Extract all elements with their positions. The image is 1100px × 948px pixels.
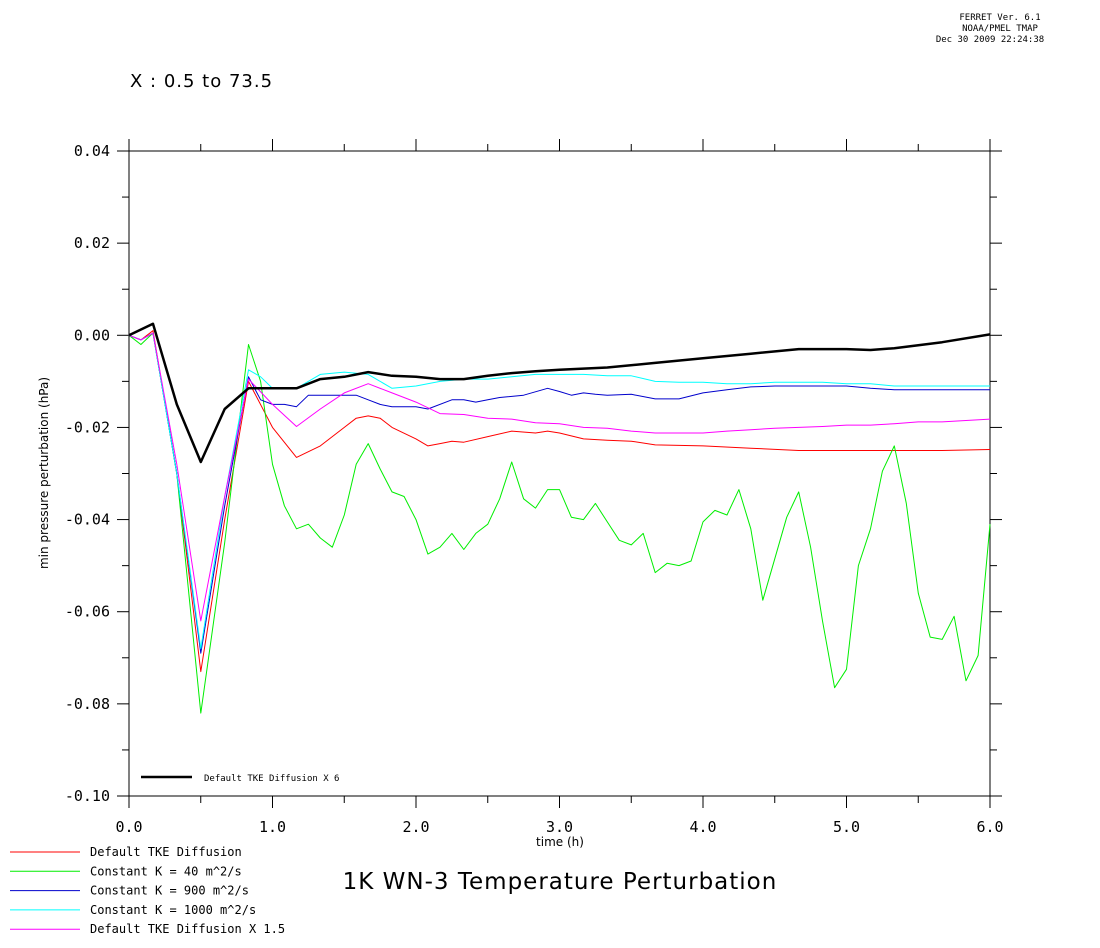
x-tick-label: 2.0 — [402, 818, 429, 836]
y-tick-label: -0.08 — [65, 695, 110, 713]
x-tick-label: 5.0 — [833, 818, 860, 836]
axis-ticks: 0.04 0.02 0.00 -0.02 -0.04 -0.06 -0.08 -0.10 0.0… — [65, 139, 1004, 836]
plot-frame — [128, 150, 991, 797]
x-tick-label: 6.0 — [976, 818, 1003, 836]
y-tick-label: -0.06 — [65, 603, 110, 621]
ferret-version: FERRET Ver. 6.1 — [959, 13, 1040, 23]
y-tick-label: 0.02 — [74, 234, 110, 252]
legend-label: Constant K = 900 m^2/s — [90, 884, 249, 898]
x-tick-label: 1.0 — [259, 818, 286, 836]
series-line-4 — [128, 332, 990, 650]
legend-label: Default TKE Diffusion X 6 — [204, 774, 339, 784]
y-axis-label: min pressure perturbation (hPa) — [37, 377, 51, 569]
ferret-timestamp: Dec 30 2009 22:24:38 — [936, 35, 1044, 45]
legend-label: Default TKE Diffusion X 1.5 — [90, 922, 285, 936]
y-tick-label: -0.04 — [65, 511, 110, 529]
data-lines — [128, 322, 991, 714]
x-axis-label: time (h) — [536, 835, 584, 849]
legend: Default TKE Diffusion Constant K = 40 m^2… — [10, 774, 339, 936]
chart-title: 1K WN-3 Temperature Perturbation — [343, 869, 778, 895]
legend-label: Constant K = 1000 m^2/s — [90, 903, 256, 917]
y-tick-label: 0.04 — [74, 142, 110, 160]
x-tick-label: 3.0 — [546, 818, 573, 836]
legend-label: Default TKE Diffusion — [90, 845, 242, 859]
x-tick-label: 0.0 — [115, 818, 142, 836]
series-line-3 — [128, 332, 990, 654]
y-tick-label: -0.02 — [65, 418, 110, 436]
legend-label: Constant K = 40 m^2/s — [90, 864, 242, 878]
chart-subtitle: X : 0.5 to 73.5 — [130, 71, 273, 92]
y-tick-label: -0.10 — [65, 787, 110, 805]
ferret-org: NOAA/PMEL TMAP — [962, 24, 1038, 34]
x-tick-label: 4.0 — [689, 818, 716, 836]
y-tick-label: 0.00 — [74, 326, 110, 344]
series-line-6 — [128, 322, 991, 464]
series-line-1 — [128, 330, 991, 673]
series-line-5 — [128, 332, 991, 622]
series-line-2 — [128, 332, 991, 714]
